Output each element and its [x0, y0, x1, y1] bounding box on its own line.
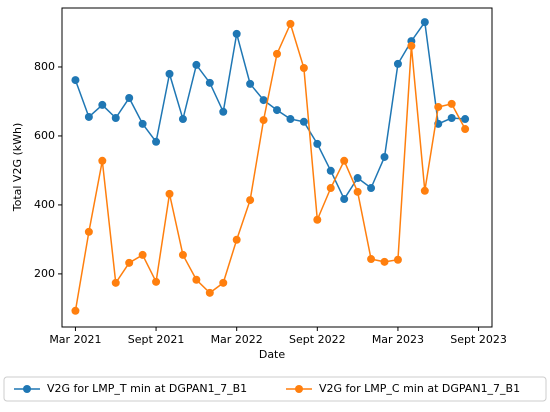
legend-label: V2G for LMP_C min at DGPAN1_7_B1 [319, 382, 520, 395]
data-point [178, 115, 187, 124]
data-point [98, 156, 107, 165]
data-point [353, 174, 362, 183]
data-point [219, 107, 228, 116]
data-point [286, 115, 295, 124]
y-tick-label: 400 [34, 198, 55, 211]
data-point [447, 99, 456, 108]
legend-label: V2G for LMP_T min at DGPAN1_7_B1 [47, 382, 247, 395]
data-point [84, 112, 93, 121]
data-point [313, 139, 322, 148]
data-point [111, 114, 120, 123]
data-point [326, 184, 335, 193]
data-point [98, 100, 107, 109]
legend-marker [295, 385, 303, 393]
data-point [205, 288, 214, 297]
data-point [152, 137, 161, 146]
data-point [447, 114, 456, 123]
x-tick-label: Sept 2022 [289, 333, 346, 346]
legend-marker [23, 385, 31, 393]
data-point [461, 115, 470, 124]
x-axis-label: Date [259, 348, 286, 361]
data-point [313, 215, 322, 224]
data-point [219, 278, 228, 287]
data-point [273, 106, 281, 115]
data-point [138, 119, 147, 128]
data-point [192, 60, 201, 69]
x-tick-label: Sept 2023 [450, 333, 507, 346]
data-point [205, 78, 214, 87]
data-point [259, 116, 268, 125]
data-point [125, 94, 134, 103]
data-point [259, 96, 268, 105]
data-point [434, 102, 443, 111]
data-point [340, 156, 349, 165]
legend-box [3, 376, 547, 402]
data-point [273, 49, 281, 58]
data-point [367, 184, 376, 193]
y-tick-label: 200 [34, 267, 55, 280]
data-point [246, 196, 255, 205]
data-point [111, 278, 120, 287]
data-point [84, 227, 93, 236]
data-point [232, 29, 241, 38]
data-point [326, 166, 335, 175]
data-point [353, 187, 362, 196]
data-point [380, 152, 389, 161]
y-tick-label: 800 [34, 60, 55, 73]
data-point [299, 64, 308, 73]
data-point [138, 250, 147, 259]
data-point [420, 186, 429, 195]
data-point [393, 59, 402, 68]
data-point [152, 277, 161, 286]
y-tick-label: 600 [34, 129, 55, 142]
data-point [165, 69, 174, 78]
data-point [125, 258, 134, 267]
data-point [71, 306, 80, 315]
series-line [74, 21, 466, 311]
data-point [340, 195, 349, 204]
data-point [407, 41, 416, 50]
data-point [71, 76, 80, 85]
data-point [393, 255, 402, 264]
data-point [178, 250, 187, 259]
x-tick-label: Sept 2021 [128, 333, 185, 346]
plot-frame [61, 7, 493, 328]
x-tick-label: Mar 2023 [372, 333, 424, 346]
data-point [165, 189, 174, 198]
data-point [420, 18, 429, 27]
data-point [232, 235, 241, 244]
y-axis-label: Total V2G (kWh) [11, 123, 24, 213]
data-point [299, 117, 308, 126]
data-point [380, 257, 389, 266]
data-point [286, 19, 295, 28]
data-point [461, 125, 470, 134]
x-tick-label: Mar 2022 [211, 333, 263, 346]
data-point [367, 255, 376, 264]
data-point [192, 275, 201, 284]
x-tick-label: Mar 2021 [49, 333, 101, 346]
data-point [246, 79, 255, 88]
series-line [74, 20, 466, 201]
